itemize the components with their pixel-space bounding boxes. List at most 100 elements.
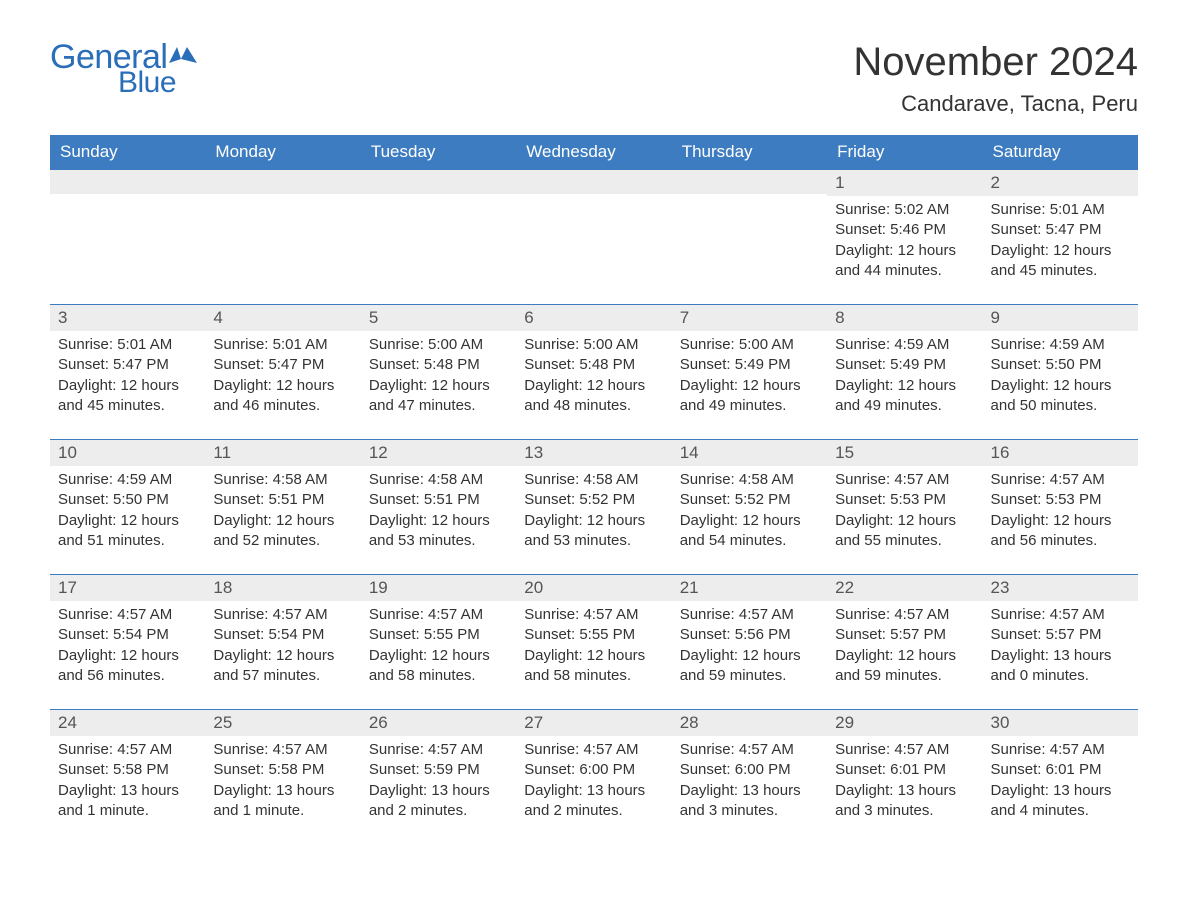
day-details: Sunrise: 4:57 AMSunset: 6:01 PMDaylight:… [983, 736, 1138, 829]
sunset-label: Sunset: [524, 356, 575, 373]
calendar-week-row: 1Sunrise: 5:02 AMSunset: 5:46 PMDaylight… [50, 169, 1138, 304]
day-number: 1 [827, 169, 982, 196]
sunrise-line: Sunrise: 5:01 AM [213, 335, 352, 355]
sunrise-label: Sunrise: [991, 741, 1046, 758]
weekday-header: Sunday [50, 135, 205, 169]
day-details: Sunrise: 5:00 AMSunset: 5:48 PMDaylight:… [516, 331, 671, 424]
sunset-label: Sunset: [369, 761, 420, 778]
sunset-line: Sunset: 5:46 PM [835, 220, 974, 240]
daylight-label: Daylight: [680, 377, 738, 394]
sunset-line: Sunset: 5:47 PM [58, 355, 197, 375]
sunset-value: 5:53 PM [890, 491, 946, 508]
sunset-label: Sunset: [58, 356, 109, 373]
sunset-label: Sunset: [524, 761, 575, 778]
sunrise-value: 4:57 AM [583, 606, 638, 623]
day-number: 13 [516, 439, 671, 466]
sunset-label: Sunset: [680, 761, 731, 778]
sunrise-label: Sunrise: [213, 606, 268, 623]
sunrise-value: 4:57 AM [1050, 471, 1105, 488]
sunset-label: Sunset: [213, 356, 264, 373]
month-title: November 2024 [853, 40, 1138, 85]
sunset-value: 5:58 PM [113, 761, 169, 778]
sunrise-line: Sunrise: 4:57 AM [835, 470, 974, 490]
day-number: 26 [361, 709, 516, 736]
sunrise-line: Sunrise: 5:01 AM [991, 200, 1130, 220]
calendar-cell: 3Sunrise: 5:01 AMSunset: 5:47 PMDaylight… [50, 304, 205, 439]
sunset-value: 5:55 PM [424, 626, 480, 643]
weekday-header: Monday [205, 135, 360, 169]
day-details: Sunrise: 4:57 AMSunset: 5:58 PMDaylight:… [205, 736, 360, 829]
sunrise-label: Sunrise: [680, 471, 735, 488]
calendar-cell: 18Sunrise: 4:57 AMSunset: 5:54 PMDayligh… [205, 574, 360, 709]
daylight-line: Daylight: 13 hours and 3 minutes. [680, 781, 819, 822]
sunrise-value: 4:59 AM [117, 471, 172, 488]
calendar-cell: 14Sunrise: 4:58 AMSunset: 5:52 PMDayligh… [672, 439, 827, 574]
calendar-cell: 26Sunrise: 4:57 AMSunset: 5:59 PMDayligh… [361, 709, 516, 844]
calendar-cell: 16Sunrise: 4:57 AMSunset: 5:53 PMDayligh… [983, 439, 1138, 574]
sunset-line: Sunset: 6:00 PM [524, 760, 663, 780]
sunset-value: 5:52 PM [579, 491, 635, 508]
sunrise-value: 4:58 AM [273, 471, 328, 488]
day-number: 19 [361, 574, 516, 601]
calendar-cell: 11Sunrise: 4:58 AMSunset: 5:51 PMDayligh… [205, 439, 360, 574]
sunrise-value: 4:58 AM [739, 471, 794, 488]
sunset-line: Sunset: 5:57 PM [835, 625, 974, 645]
daylight-line: Daylight: 12 hours and 56 minutes. [58, 646, 197, 687]
empty-day-header [672, 169, 827, 194]
calendar-cell: 10Sunrise: 4:59 AMSunset: 5:50 PMDayligh… [50, 439, 205, 574]
sunrise-value: 4:57 AM [894, 471, 949, 488]
sunset-value: 5:50 PM [113, 491, 169, 508]
calendar-cell: 15Sunrise: 4:57 AMSunset: 5:53 PMDayligh… [827, 439, 982, 574]
daylight-label: Daylight: [680, 647, 738, 664]
day-number: 15 [827, 439, 982, 466]
sunset-line: Sunset: 5:49 PM [680, 355, 819, 375]
sunset-line: Sunset: 5:56 PM [680, 625, 819, 645]
day-number: 10 [50, 439, 205, 466]
sunrise-line: Sunrise: 4:57 AM [524, 740, 663, 760]
sunrise-line: Sunrise: 4:58 AM [680, 470, 819, 490]
daylight-line: Daylight: 12 hours and 59 minutes. [835, 646, 974, 687]
day-details: Sunrise: 4:57 AMSunset: 6:00 PMDaylight:… [672, 736, 827, 829]
daylight-line: Daylight: 12 hours and 57 minutes. [213, 646, 352, 687]
sunrise-label: Sunrise: [369, 471, 424, 488]
daylight-line: Daylight: 13 hours and 3 minutes. [835, 781, 974, 822]
daylight-line: Daylight: 13 hours and 1 minute. [213, 781, 352, 822]
daylight-label: Daylight: [58, 647, 116, 664]
sunset-line: Sunset: 5:59 PM [369, 760, 508, 780]
daylight-label: Daylight: [213, 512, 271, 529]
brand-logo: General Blue [50, 40, 197, 98]
day-number: 6 [516, 304, 671, 331]
sunrise-value: 4:57 AM [428, 741, 483, 758]
sunrise-line: Sunrise: 4:58 AM [369, 470, 508, 490]
daylight-label: Daylight: [524, 647, 582, 664]
day-number: 29 [827, 709, 982, 736]
day-details: Sunrise: 4:57 AMSunset: 5:55 PMDaylight:… [361, 601, 516, 694]
sunrise-label: Sunrise: [213, 471, 268, 488]
day-number: 2 [983, 169, 1138, 196]
weekday-header: Tuesday [361, 135, 516, 169]
sunrise-line: Sunrise: 4:57 AM [58, 605, 197, 625]
calendar-week-row: 17Sunrise: 4:57 AMSunset: 5:54 PMDayligh… [50, 574, 1138, 709]
sunset-line: Sunset: 5:54 PM [213, 625, 352, 645]
day-details: Sunrise: 5:02 AMSunset: 5:46 PMDaylight:… [827, 196, 982, 289]
daylight-label: Daylight: [835, 242, 893, 259]
sunrise-label: Sunrise: [991, 606, 1046, 623]
daylight-label: Daylight: [680, 512, 738, 529]
daylight-line: Daylight: 12 hours and 46 minutes. [213, 376, 352, 417]
daylight-label: Daylight: [213, 647, 271, 664]
calendar-week-row: 3Sunrise: 5:01 AMSunset: 5:47 PMDaylight… [50, 304, 1138, 439]
sunset-value: 5:47 PM [268, 356, 324, 373]
day-number: 11 [205, 439, 360, 466]
calendar-cell: 17Sunrise: 4:57 AMSunset: 5:54 PMDayligh… [50, 574, 205, 709]
sunrise-line: Sunrise: 5:00 AM [369, 335, 508, 355]
day-details: Sunrise: 4:58 AMSunset: 5:52 PMDaylight:… [516, 466, 671, 559]
sunrise-line: Sunrise: 4:57 AM [369, 740, 508, 760]
daylight-line: Daylight: 12 hours and 58 minutes. [524, 646, 663, 687]
sunrise-line: Sunrise: 4:57 AM [835, 740, 974, 760]
sunrise-label: Sunrise: [524, 741, 579, 758]
sunset-line: Sunset: 5:52 PM [524, 490, 663, 510]
sunrise-label: Sunrise: [58, 471, 113, 488]
weekday-header: Wednesday [516, 135, 671, 169]
sunset-value: 5:55 PM [579, 626, 635, 643]
day-details: Sunrise: 5:00 AMSunset: 5:49 PMDaylight:… [672, 331, 827, 424]
